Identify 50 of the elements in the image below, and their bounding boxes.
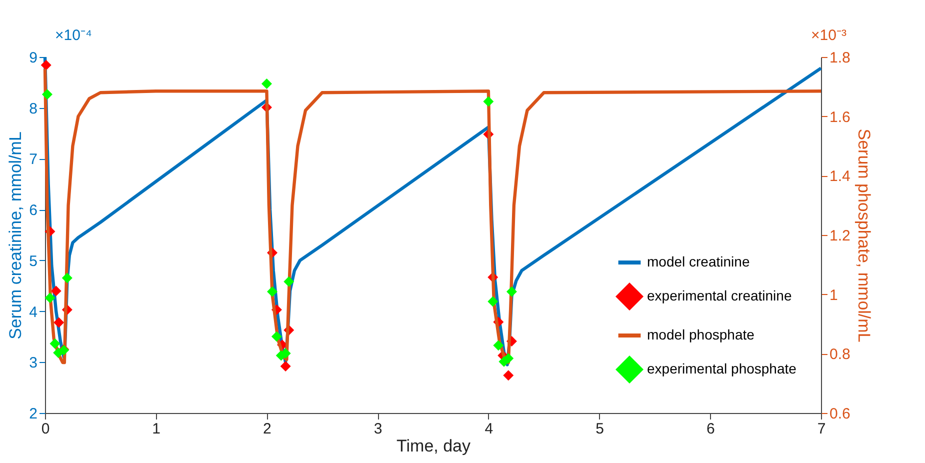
y-tick-label: 8 <box>29 100 38 118</box>
y2-tick-label: 0.6 <box>830 406 850 422</box>
y2-tick-label: 1.2 <box>830 228 850 244</box>
legend-label: model phosphate <box>647 326 755 342</box>
y-tick-label: 5 <box>29 252 38 270</box>
y2-axis-title: Serum phosphate, mmol/mL <box>854 128 874 342</box>
point <box>50 338 60 349</box>
x-tick-label: 6 <box>706 420 715 438</box>
x-tick-label: 2 <box>263 420 272 438</box>
y2-tick-label: 1.6 <box>830 108 850 126</box>
point <box>284 276 294 287</box>
text: ×10⁻³ <box>811 27 846 44</box>
point <box>50 286 62 296</box>
x-tick-label: 1 <box>152 420 161 438</box>
y-tick-label: 2 <box>29 406 38 422</box>
y-tick-label: 7 <box>29 151 38 168</box>
point <box>503 370 514 381</box>
y-tick-label: 3 <box>29 354 38 372</box>
point <box>44 292 56 304</box>
point <box>280 360 291 372</box>
x-axis-title: Time, day <box>396 436 471 456</box>
x-tick-label: 3 <box>374 420 382 438</box>
point <box>488 296 498 307</box>
x-tick-label: 4 <box>484 420 494 438</box>
point <box>62 272 72 284</box>
y-tick-label: 9 <box>29 50 38 66</box>
y2-tick-label: 1.8 <box>830 50 850 66</box>
point <box>503 353 514 364</box>
y2-tick-label: 0.8 <box>830 346 850 364</box>
point <box>493 340 504 351</box>
legend-label: model creatinine <box>647 254 750 270</box>
text: ×10⁻⁴ <box>55 27 92 44</box>
y2-tick-label: 1.4 <box>830 168 850 186</box>
legend-label: experimental phosphate <box>647 360 797 376</box>
legend-label: experimental creatinine <box>647 288 792 304</box>
point <box>506 286 517 297</box>
point <box>483 96 494 107</box>
y-tick-label: 6 <box>29 202 38 220</box>
x-tick-label: 0 <box>41 420 50 438</box>
y2-tick-label: 1 <box>830 286 838 304</box>
point <box>42 89 52 100</box>
x-tick-label: 7 <box>817 420 826 438</box>
y-tick-label: 4 <box>29 304 38 321</box>
point <box>54 317 64 328</box>
x-tick-label: 5 <box>596 420 604 438</box>
point <box>267 286 278 297</box>
y-axis-title: Serum creatinine, mmol/mL <box>6 132 26 340</box>
point <box>271 331 282 342</box>
point <box>261 78 272 89</box>
point <box>40 60 52 70</box>
